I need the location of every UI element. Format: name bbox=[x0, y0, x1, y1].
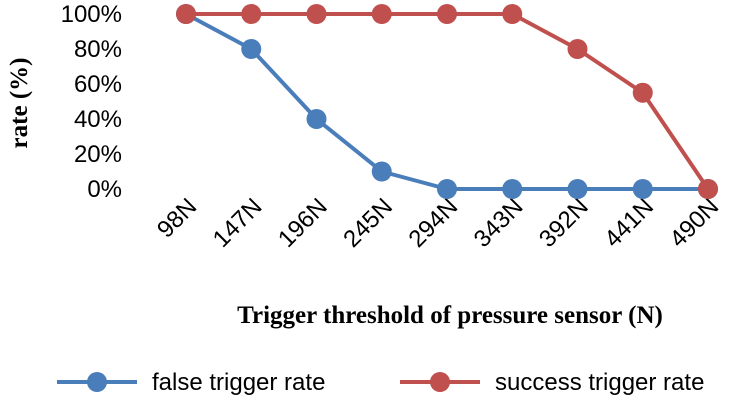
series-line-2 bbox=[186, 12, 710, 191]
y-axis-title: rate (%) bbox=[6, 58, 33, 149]
legend-marker bbox=[87, 372, 107, 392]
series-points bbox=[176, 4, 718, 199]
data-point bbox=[437, 4, 457, 24]
legend-label: success trigger rate bbox=[495, 369, 704, 396]
data-point bbox=[241, 39, 262, 59]
y-tick-label: 100% bbox=[61, 1, 122, 28]
data-point bbox=[698, 179, 718, 199]
x-axis-tick-labels: 98N 147N 196N 245N 294N 343N 392N 441N 490N bbox=[152, 193, 724, 253]
x-tick-label: 441N bbox=[599, 193, 659, 253]
data-point bbox=[632, 179, 653, 199]
x-tick-label: 490N bbox=[665, 193, 725, 253]
x-tick-label: 245N bbox=[338, 193, 398, 253]
x-tick-label: 392N bbox=[534, 193, 594, 253]
data-point bbox=[371, 161, 392, 182]
y-tick-label: 40% bbox=[74, 106, 122, 133]
x-tick-label: 196N bbox=[273, 193, 333, 253]
data-point bbox=[306, 109, 327, 129]
x-tick-label: 294N bbox=[404, 193, 464, 253]
data-point bbox=[176, 4, 196, 24]
y-tick-label: 60% bbox=[74, 71, 122, 98]
y-tick-label: 0% bbox=[87, 176, 122, 203]
data-point bbox=[437, 179, 457, 199]
y-tick-label: 80% bbox=[74, 36, 122, 63]
y-tick-label: 20% bbox=[74, 141, 122, 168]
data-point bbox=[632, 82, 653, 103]
data-point bbox=[502, 4, 523, 24]
x-tick-label: 343N bbox=[469, 193, 529, 253]
data-point bbox=[502, 179, 523, 199]
data-point bbox=[567, 39, 588, 59]
x-tick-label: 98N bbox=[152, 193, 202, 243]
series-line-1 bbox=[185, 12, 708, 191]
series-lines bbox=[185, 12, 710, 191]
legend: false trigger rate success trigger rate bbox=[57, 369, 704, 396]
x-axis-title: Trigger threshold of pressure sensor (N) bbox=[237, 302, 663, 329]
data-point bbox=[306, 4, 327, 24]
data-point bbox=[371, 4, 392, 24]
legend-label: false trigger rate bbox=[152, 369, 325, 396]
legend-marker bbox=[430, 372, 450, 392]
data-point bbox=[241, 4, 262, 24]
data-point bbox=[567, 179, 588, 199]
x-tick-label: 147N bbox=[208, 193, 268, 253]
y-axis-tick-labels: 0% 20% 40% 60% 80% 100% bbox=[61, 1, 122, 203]
